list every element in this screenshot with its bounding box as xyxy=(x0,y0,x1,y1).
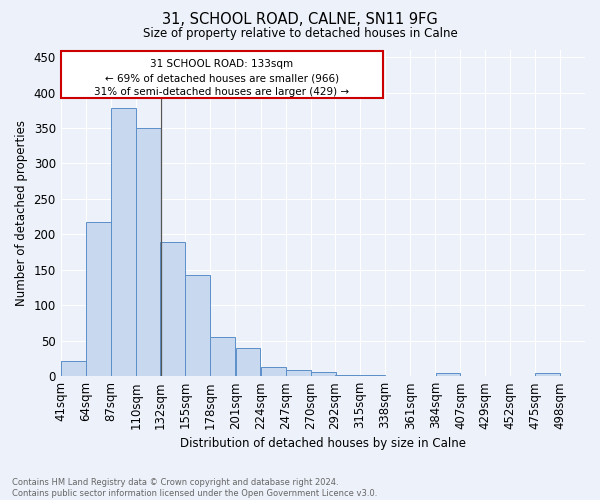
Bar xyxy=(261,367,286,376)
Bar xyxy=(136,128,161,376)
Bar xyxy=(185,276,210,376)
Bar xyxy=(160,242,185,376)
Text: 31, SCHOOL ROAD, CALNE, SN11 9FG: 31, SCHOOL ROAD, CALNE, SN11 9FG xyxy=(162,12,438,28)
Bar xyxy=(236,348,260,376)
Bar xyxy=(86,222,111,376)
Text: ← 69% of detached houses are smaller (966): ← 69% of detached houses are smaller (96… xyxy=(105,73,339,83)
Bar xyxy=(436,374,460,376)
Bar xyxy=(286,370,311,376)
Bar xyxy=(311,372,336,376)
Text: 31% of semi-detached houses are larger (429) →: 31% of semi-detached houses are larger (… xyxy=(94,87,349,97)
Bar xyxy=(335,375,360,376)
Bar xyxy=(111,108,136,376)
Bar xyxy=(211,337,235,376)
X-axis label: Distribution of detached houses by size in Calne: Distribution of detached houses by size … xyxy=(180,437,466,450)
Bar xyxy=(61,360,86,376)
FancyBboxPatch shape xyxy=(61,52,383,98)
Text: 31 SCHOOL ROAD: 133sqm: 31 SCHOOL ROAD: 133sqm xyxy=(150,60,293,70)
Y-axis label: Number of detached properties: Number of detached properties xyxy=(15,120,28,306)
Text: Size of property relative to detached houses in Calne: Size of property relative to detached ho… xyxy=(143,28,457,40)
Bar xyxy=(535,374,560,376)
Text: Contains HM Land Registry data © Crown copyright and database right 2024.
Contai: Contains HM Land Registry data © Crown c… xyxy=(12,478,377,498)
